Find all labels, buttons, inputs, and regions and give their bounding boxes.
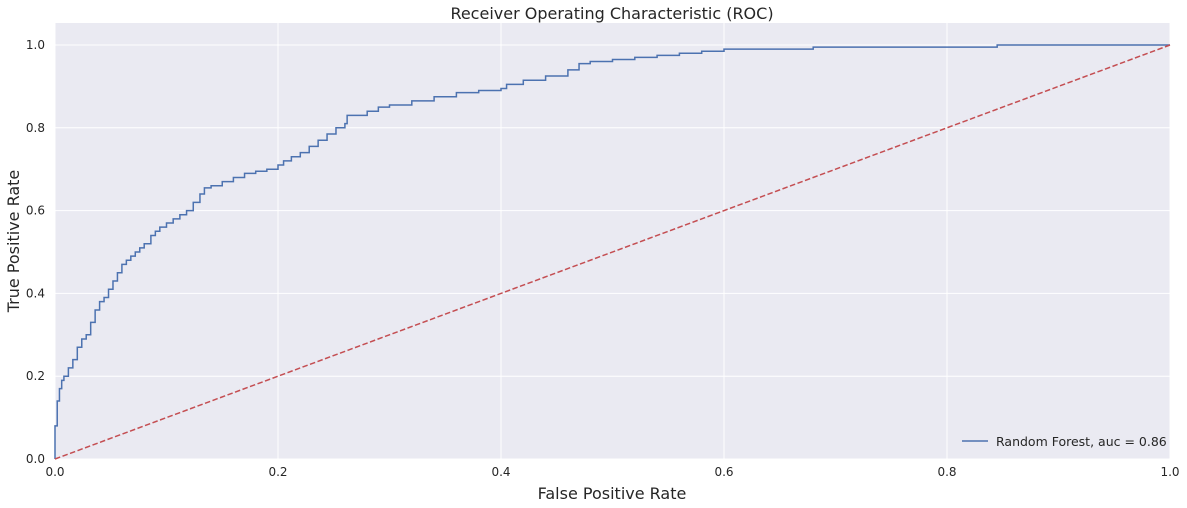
y-tick-label: 0.6 — [26, 204, 45, 218]
y-tick-label: 0.4 — [26, 286, 45, 300]
x-tick-labels: 0.0 0.2 0.4 0.6 0.8 1.0 — [45, 465, 1179, 479]
legend-label-roc: Random Forest, auc = 0.86 — [996, 434, 1167, 449]
x-tick-label: 0.2 — [268, 465, 287, 479]
chart-title: Receiver Operating Characteristic (ROC) — [450, 4, 773, 23]
y-axis-label: True Positive Rate — [4, 170, 23, 314]
x-tick-label: 0.4 — [491, 465, 510, 479]
x-axis-label: False Positive Rate — [538, 484, 687, 503]
grid-lines — [54, 23, 1171, 460]
x-tick-label: 1.0 — [1160, 465, 1179, 479]
y-tick-labels: 0.0 0.2 0.4 0.6 0.8 1.0 — [26, 38, 45, 466]
y-tick-label: 0.8 — [26, 121, 45, 135]
x-tick-label: 0.8 — [937, 465, 956, 479]
roc-curve-line — [54, 44, 1170, 459]
plot-background — [55, 23, 1170, 459]
series-layer — [54, 44, 1171, 460]
y-tick-label: 1.0 — [26, 38, 45, 52]
chance-diagonal-line — [54, 44, 1171, 460]
y-tick-label: 0.2 — [26, 369, 45, 383]
legend: Random Forest, auc = 0.86 — [962, 434, 1167, 449]
y-tick-label: 0.0 — [26, 452, 45, 466]
x-tick-label: 0.6 — [714, 465, 733, 479]
x-tick-label: 0.0 — [45, 465, 64, 479]
